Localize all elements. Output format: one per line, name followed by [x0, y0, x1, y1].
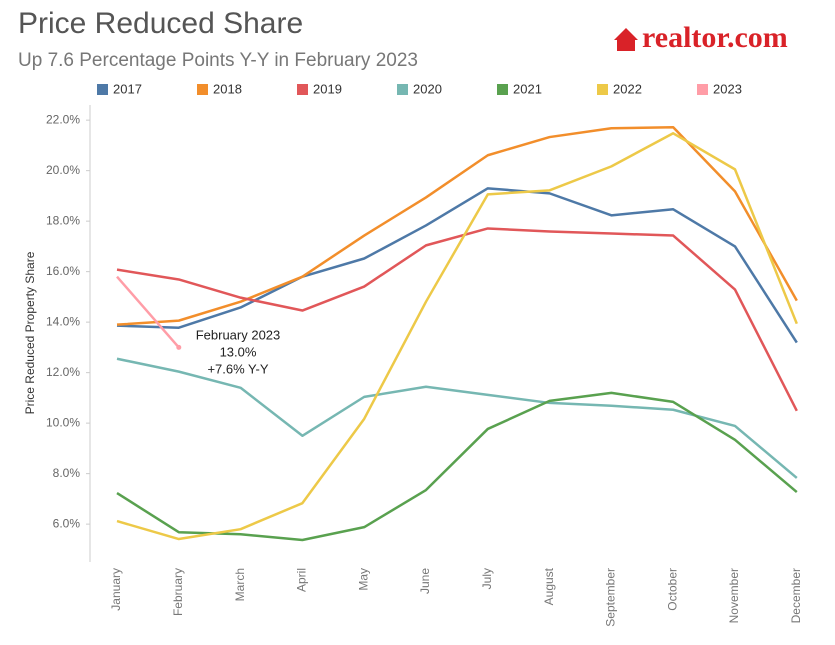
logo-house — [614, 28, 638, 51]
x-tick-label: January — [109, 568, 123, 611]
y-tick-label: 6.0% — [53, 516, 81, 530]
y-tick-label: 18.0% — [46, 213, 80, 227]
legend-swatch — [97, 84, 108, 95]
annotation-point — [176, 344, 182, 350]
chart-title: Price Reduced Share — [18, 7, 303, 40]
brand-logo: realtor.com — [614, 21, 788, 54]
logo-text: realtor.com — [642, 21, 788, 54]
series-line — [116, 187, 798, 344]
legend-swatch — [497, 84, 508, 95]
legend-label: 2021 — [513, 81, 542, 96]
x-tick-label: November — [727, 568, 741, 623]
x-tick-label: October — [665, 568, 679, 611]
series-line — [116, 132, 798, 541]
annotation-change: +7.6% Y-Y — [207, 361, 268, 376]
legend-swatch — [397, 84, 408, 95]
x-tick-label: September — [604, 568, 618, 627]
series-line — [116, 391, 798, 542]
y-tick-label: 22.0% — [46, 112, 80, 126]
x-tick-label: June — [418, 568, 432, 594]
legend-label: 2023 — [713, 81, 742, 96]
x-tick-label: March — [233, 568, 247, 601]
series-line — [116, 357, 798, 479]
y-tick-label: 12.0% — [46, 365, 80, 379]
x-tick-label: April — [295, 568, 309, 592]
annotation-title: February 2023 — [196, 327, 281, 342]
series-line — [116, 275, 180, 349]
y-tick-label: 8.0% — [53, 466, 81, 480]
legend-swatch — [597, 84, 608, 95]
x-tick-label: May — [356, 568, 370, 591]
y-tick-label: 14.0% — [46, 314, 80, 328]
y-axis-label: Price Reduced Property Share — [23, 251, 37, 414]
legend-label: 2020 — [413, 81, 442, 96]
legend-label: 2022 — [613, 81, 642, 96]
x-tick-label: July — [480, 568, 494, 589]
legend-label: 2017 — [113, 81, 142, 96]
y-tick-label: 20.0% — [46, 163, 80, 177]
legend-swatch — [197, 84, 208, 95]
x-tick-label: December — [789, 568, 803, 623]
legend-label: 2018 — [213, 81, 242, 96]
y-tick-label: 16.0% — [46, 264, 80, 278]
x-tick-label: February — [171, 568, 185, 616]
x-tick-label: August — [542, 567, 556, 605]
legend-label: 2019 — [313, 81, 342, 96]
y-tick-label: 10.0% — [46, 415, 80, 429]
annotation-value: 13.0% — [220, 344, 257, 359]
chart-subtitle: Up 7.6 Percentage Points Y-Y in February… — [18, 50, 418, 71]
series-line — [116, 227, 798, 412]
legend-swatch — [697, 84, 708, 95]
legend-swatch — [297, 84, 308, 95]
